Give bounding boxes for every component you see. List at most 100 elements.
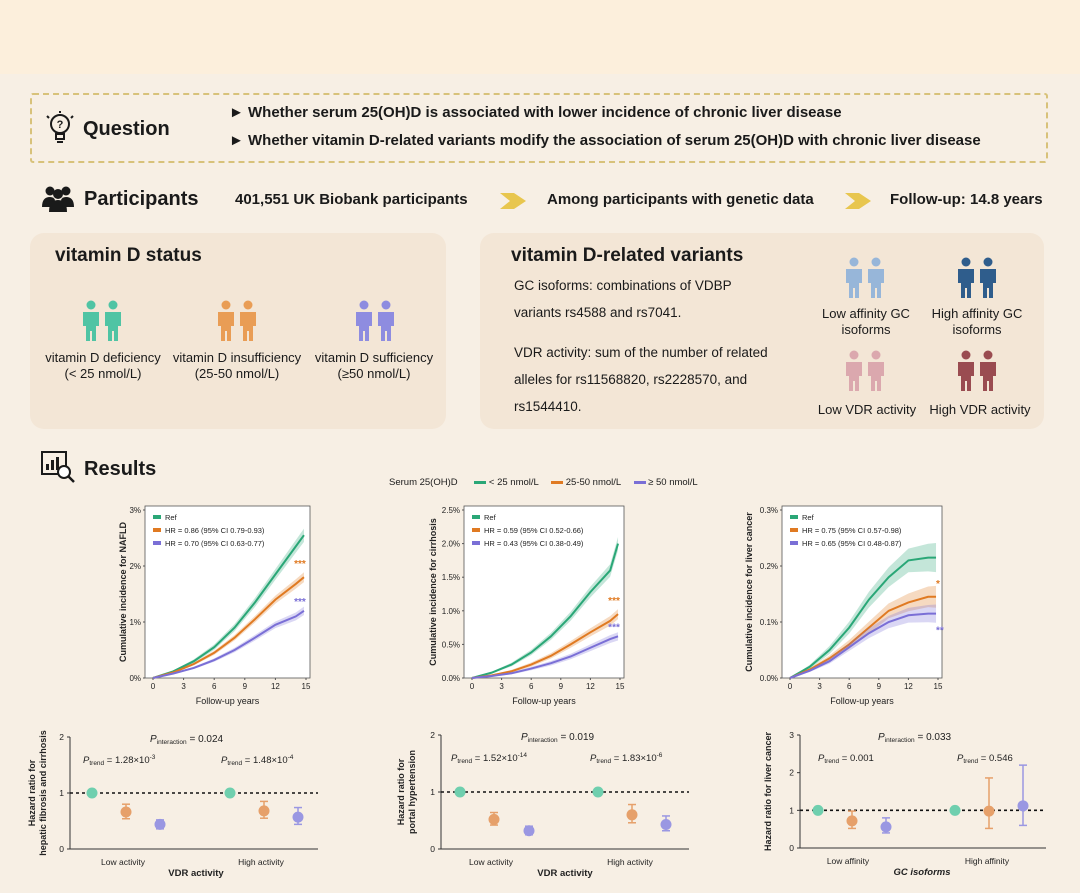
person-body (105, 312, 121, 341)
gc-line: GC isoforms: combinations of VDBP (514, 278, 732, 293)
x-tick-label: 6 (212, 682, 217, 691)
p-symbol: P (83, 755, 90, 766)
legend-swatch (153, 515, 161, 519)
p-value: = 1.48×10 (242, 755, 287, 766)
legend-swatch (472, 515, 480, 519)
x-axis-label: Follow-up years (196, 696, 260, 706)
x-tick-label: 6 (529, 682, 534, 691)
significance-marker: *** (608, 622, 620, 633)
person-head (961, 257, 971, 267)
x-tick-label: 12 (271, 682, 280, 691)
person-head (983, 350, 993, 360)
serum-legend-title: Serum 25(OH)D (389, 477, 458, 488)
p-symbol: P (818, 753, 825, 764)
vdr-line: VDR activity: sum of the number of relat… (514, 345, 768, 360)
plot-area (144, 505, 311, 679)
category-label: High activity (238, 857, 285, 867)
p-trend: Ptrend = 1.52×10-14 (451, 752, 527, 765)
x-tick-label: 15 (934, 682, 943, 691)
legend-swatch (551, 480, 564, 484)
x-tick-label: 9 (559, 682, 564, 691)
person-head (983, 257, 993, 267)
y-tick-label: 0.1% (760, 618, 778, 627)
p-interaction: Pinteraction = 0.024 (150, 734, 224, 746)
series-line (152, 534, 305, 679)
p-subscript: trend (963, 758, 978, 765)
hr-point (86, 787, 98, 799)
x-axis-label: VDR activity (537, 868, 593, 879)
p-subscript: trend (457, 758, 472, 765)
legend-label: HR = 0.59 (95% CI 0.52-0.66) (484, 526, 584, 535)
vitamin-d-status-title: vitamin D status (55, 245, 202, 266)
participants-step-3: Follow-up: 14.8 years (890, 191, 1043, 208)
y-tick-label: 2 (789, 768, 794, 778)
p-symbol: P (957, 753, 964, 764)
x-tick-label: 0 (151, 682, 156, 691)
hr-plot: 0 1 2 Low activity High activity VDR activity… (396, 730, 689, 879)
hr-point (258, 805, 270, 817)
series-line (471, 635, 619, 679)
p-subscript: trend (227, 760, 242, 767)
p-trend: Ptrend = 0.546 (957, 753, 1013, 765)
legend-swatch (153, 541, 161, 545)
p-symbol: P (451, 753, 458, 764)
vitd-group-line1: vitamin D deficiency (45, 350, 161, 365)
p-exponent: -4 (288, 754, 294, 761)
person-head (243, 300, 253, 310)
significance-marker: * (936, 579, 940, 590)
p-symbol: P (221, 755, 228, 766)
y-tick-label: 2.0% (442, 540, 460, 549)
series-line (152, 609, 305, 679)
report-chart-icon (41, 451, 75, 483)
series-line (471, 543, 619, 679)
vitd-group-label: vitamin D sufficiency (≥50 nmol/L) (309, 350, 439, 382)
gc-line: variants rs4588 and rs7041. (514, 305, 682, 320)
variant-label: Low VDR activity (817, 402, 917, 417)
p-value: = 0.024 (187, 734, 224, 745)
person-head (961, 350, 971, 360)
results-label: Results (84, 458, 157, 480)
header-band (0, 0, 1080, 74)
p-value: = 1.83×10 (611, 753, 656, 764)
question-box (30, 93, 1048, 163)
vitd-group-line2: (≥50 nmol/L) (337, 366, 411, 381)
y-axis-label: portal hypertension (407, 750, 417, 834)
p-trend: Ptrend = 1.28×10-3 (83, 754, 156, 767)
significance-marker: *** (294, 559, 306, 570)
y-tick-label: 2.5% (442, 506, 460, 515)
vitamin-d-status-card (30, 233, 446, 429)
x-axis-label: Follow-up years (512, 696, 576, 706)
variant-label-line1: Low affinity GC (822, 306, 910, 321)
x-tick-label: 9 (243, 682, 248, 691)
ci-band (790, 604, 937, 678)
serum-legend: Serum 25(OH)D < 25 nmol/L 25-50 nmol/L ≥… (389, 477, 698, 488)
p-value: = 0.546 (978, 753, 1013, 764)
person-head (849, 350, 859, 360)
hr-point (660, 818, 672, 830)
y-axis-label: Hazard ratio for (396, 758, 406, 825)
x-tick-label: 15 (302, 682, 311, 691)
participants-step-2: Among participants with genetic data (547, 191, 814, 208)
x-axis-label: VDR activity (168, 868, 224, 879)
people-pair-icon (958, 350, 996, 391)
x-tick-label: 3 (817, 682, 822, 691)
person-head (871, 350, 881, 360)
y-tick-label: 2% (129, 562, 141, 571)
y-tick-label: 1.5% (442, 573, 460, 582)
legend-label: Ref (165, 513, 178, 522)
y-tick-label: 0 (430, 844, 435, 854)
y-axis-label: Cumulative incidence for cirrhosis (428, 518, 438, 666)
participants-step-1: 401,551 UK Biobank participants (235, 191, 468, 208)
km-plot: 0.0% 0.5% 1.0% 1.5% 2.0% 2.5% 0 3 6 9 12 15 Follow-u… (428, 505, 625, 706)
hr-point (949, 804, 961, 816)
person-body (83, 312, 99, 341)
hr-plot: 0 1 2 Low activity High activity VDR activity… (27, 730, 318, 879)
category-label: Low activity (469, 857, 514, 867)
series-line (789, 612, 937, 679)
km-plot: 0.0% 0.1% 0.2% 0.3% 0 3 6 9 12 15 Follow-up years C… (744, 505, 944, 706)
y-tick-label: 0.0% (760, 674, 778, 683)
plot-area (781, 505, 943, 679)
vitd-group-line2: (25-50 nmol/L) (194, 366, 280, 381)
x-axis-label: Follow-up years (830, 696, 894, 706)
p-subscript: trend (824, 758, 839, 765)
